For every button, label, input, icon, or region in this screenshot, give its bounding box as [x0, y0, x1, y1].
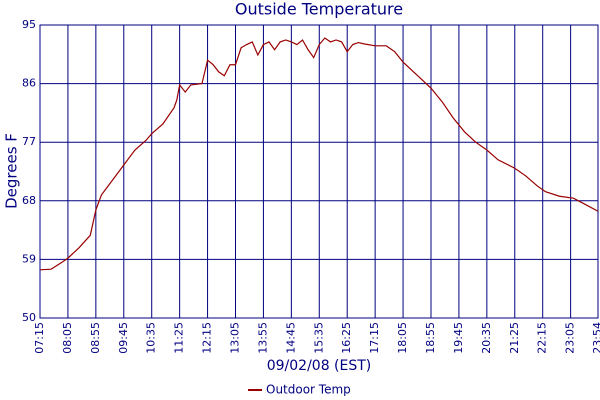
y-tick-label: 86 — [22, 77, 36, 90]
x-tick-label: 18:55 — [424, 322, 437, 354]
x-tick-label: 23:54 — [591, 322, 600, 354]
x-tick-label: 18:05 — [396, 322, 409, 354]
y-tick-label: 59 — [22, 252, 36, 265]
x-tick-label: 23:05 — [564, 322, 577, 354]
x-tick-label: 16:25 — [340, 322, 353, 354]
x-tick-label: 10:35 — [145, 322, 158, 354]
x-tick-label: 09:45 — [117, 322, 130, 354]
x-tick-label: 21:25 — [508, 322, 521, 354]
x-axis-label: 09/02/08 (EST) — [267, 358, 372, 374]
x-tick-label: 13:55 — [256, 322, 269, 354]
legend-label: Outdoor Temp — [266, 383, 351, 397]
x-tick-label: 15:35 — [312, 322, 325, 354]
x-tick-label: 17:15 — [368, 322, 381, 354]
x-tick-label: 07:15 — [33, 322, 46, 354]
x-tick-label: 19:45 — [452, 322, 465, 354]
x-tick-label: 12:15 — [201, 322, 214, 354]
y-tick-label: 77 — [22, 135, 36, 148]
y-tick-label: 68 — [22, 194, 36, 207]
x-tick-label: 11:25 — [173, 322, 186, 354]
x-tick-label: 08:55 — [89, 322, 102, 354]
data-line — [39, 37, 599, 271]
chart-title: Outside Temperature — [235, 0, 403, 19]
x-tick-label: 20:35 — [480, 322, 493, 354]
y-tick-label: 95 — [22, 18, 36, 31]
x-tick-label: 13:05 — [228, 322, 241, 354]
y-axis-label: Degrees F — [3, 133, 21, 209]
y-tick-label: 50 — [22, 311, 36, 324]
x-tick-label: 22:15 — [536, 322, 549, 354]
x-tick-label: 14:45 — [284, 322, 297, 354]
x-tick-label: 08:05 — [61, 322, 74, 354]
